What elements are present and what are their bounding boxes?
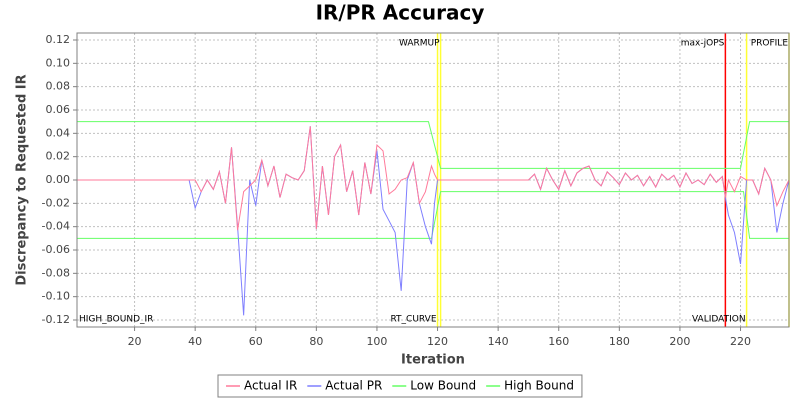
x-tick-label: 120	[427, 335, 448, 348]
chart-title: IR/PR Accuracy	[316, 1, 485, 25]
legend: Actual IR Actual PR Low Bound High Bound	[217, 374, 583, 398]
x-tick-label: 160	[548, 335, 569, 348]
y-tick-label: -0.10	[42, 290, 70, 303]
x-tick-label: 200	[669, 335, 690, 348]
x-tick-label: 40	[188, 335, 202, 348]
y-tick-label: 0.12	[46, 33, 71, 46]
grid	[77, 33, 789, 327]
y-tick-label: -0.12	[42, 313, 70, 326]
legend-label: High Bound	[504, 379, 574, 393]
legend-label: Low Bound	[410, 379, 476, 393]
legend-label: Actual IR	[244, 379, 297, 393]
marker-label: RT_CURVE	[390, 315, 436, 325]
y-tick-label: 0.06	[46, 103, 71, 116]
y-tick-label: -0.02	[42, 196, 70, 209]
y-tick-label: 0.10	[46, 56, 71, 69]
y-axis-label: Discrepancy to Requested IR	[15, 74, 30, 285]
series-line	[77, 126, 790, 231]
x-tick-label: 80	[309, 335, 323, 348]
x-tick-label: 100	[366, 335, 387, 348]
y-tick-label: -0.06	[42, 243, 70, 256]
legend-label: Actual PR	[325, 379, 382, 393]
x-tick-label: 220	[730, 335, 751, 348]
x-tick-label: 140	[488, 335, 509, 348]
x-tick-label: 180	[609, 335, 630, 348]
x-tick-label: 20	[128, 335, 142, 348]
y-tick-label: 0.02	[46, 150, 71, 163]
y-tick-label: -0.04	[42, 220, 70, 233]
y-tick-label: -0.08	[42, 266, 70, 279]
series-line	[77, 191, 789, 239]
y-tick-label: 0.00	[46, 173, 71, 186]
marker-label: VALIDATION	[692, 315, 746, 325]
y-tick-label: 0.08	[46, 80, 71, 93]
annotation: HIGH_BOUND_IR	[79, 315, 153, 325]
x-tick-label: 60	[249, 335, 263, 348]
marker-label: PROFILE	[751, 39, 789, 49]
marker-label: WARMUP	[399, 39, 440, 49]
y-tick-label: 0.04	[46, 126, 71, 139]
x-axis-label: Iteration	[401, 353, 465, 368]
marker-label: max-jOPS	[681, 39, 725, 49]
